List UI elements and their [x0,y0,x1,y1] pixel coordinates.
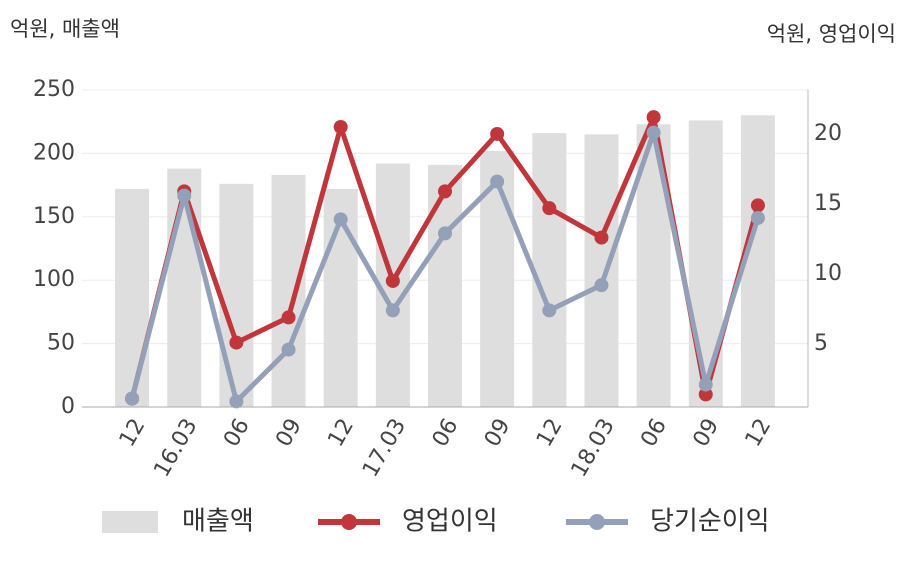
y-tick-label: 0 [61,394,75,419]
y-tick-label: 50 [47,331,75,356]
y2-tick-label: 10 [814,261,842,286]
point [438,184,452,199]
point [229,335,244,350]
y2-tick-label: 20 [814,121,842,146]
x-tick-label: 17.03 [358,415,411,482]
bar [219,183,254,407]
point [698,377,713,392]
point [542,201,557,216]
y-tick-label: 250 [33,77,75,102]
bar [688,120,723,407]
point [698,387,713,402]
point [594,278,609,293]
y-axis-label: 억원, 매출액 [10,17,120,41]
point [594,230,609,245]
y2-tick-label: 5 [814,331,828,356]
bar [115,188,150,407]
point [750,198,765,213]
point [490,126,505,141]
legend-label: 영업이익 [402,507,498,537]
x-tick-label: 12 [741,415,777,452]
legend-label: 당기순이익 [650,507,770,537]
point [490,174,505,189]
x-tick-label: 09 [480,414,516,451]
point [750,210,765,225]
bar [428,164,462,407]
point [281,342,296,357]
bar [271,174,306,407]
point [385,303,400,318]
legend-swatch [102,511,158,533]
point [646,110,661,125]
point [281,310,296,325]
y2-tick-label: 15 [814,191,842,216]
point [646,125,661,140]
y-tick-label: 100 [33,267,75,292]
point [438,226,452,241]
bar [532,133,567,407]
x-tick-label: 12 [532,415,568,452]
legend-swatch [589,514,605,530]
x-tick-label: 12 [323,415,359,452]
bar [167,168,202,407]
y-tick-label: 200 [33,140,75,165]
x-tick-label: 18.03 [567,415,620,482]
point [385,273,400,288]
point [542,303,557,318]
x-tick-label: 09 [689,415,725,452]
point [333,119,348,134]
x-tick-label: 06 [636,415,672,452]
point [177,188,192,203]
point [229,394,244,409]
point [125,391,140,406]
x-tick-label: 06 [219,415,255,452]
point [333,212,348,227]
y-tick-label: 150 [33,204,75,229]
x-tick-label: 12 [115,415,151,452]
bar [584,134,619,407]
y2-axis-label: 억원, 영업이익 [767,22,896,46]
bar [480,150,515,407]
x-tick-label: 09 [271,415,307,452]
legend-swatch [341,514,357,530]
legend-label: 매출액 [182,507,254,537]
x-tick-label: 06 [428,415,464,452]
x-tick-label: 16.03 [149,415,202,482]
